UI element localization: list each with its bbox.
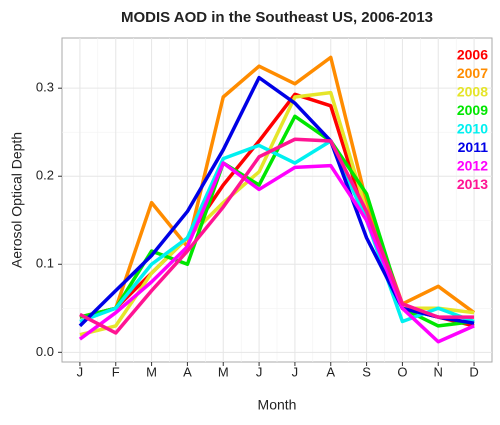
legend-label: 2010 bbox=[457, 121, 488, 137]
x-axis-title: Month bbox=[258, 397, 297, 413]
x-tick-label: M bbox=[146, 364, 157, 379]
x-tick-label: J bbox=[292, 364, 299, 379]
x-tick-label: J bbox=[256, 364, 263, 379]
y-tick-label: 0.3 bbox=[36, 80, 54, 95]
legend-label: 2011 bbox=[458, 139, 489, 155]
x-tick-label: D bbox=[469, 364, 478, 379]
y-tick-label: 0.2 bbox=[36, 168, 54, 183]
legend-label: 2009 bbox=[457, 102, 488, 118]
y-axis-title: Aerosol Optical Depth bbox=[9, 132, 25, 268]
data-line bbox=[78, 161, 475, 344]
legend-label: 2008 bbox=[457, 84, 488, 100]
data-line bbox=[79, 137, 475, 335]
x-tick-label: M bbox=[218, 364, 229, 379]
data-line bbox=[79, 139, 475, 324]
x-tick-label: A bbox=[183, 364, 192, 379]
data-line bbox=[78, 75, 475, 328]
x-tick-label: A bbox=[326, 364, 335, 379]
chart-title: MODIS AOD in the Southeast US, 2006-2013 bbox=[121, 9, 433, 26]
legend-label: 2012 bbox=[457, 158, 488, 174]
x-tick-label: N bbox=[434, 364, 443, 379]
legend-label: 2007 bbox=[457, 65, 488, 81]
y-tick-label: 0.0 bbox=[36, 344, 54, 359]
x-tick-label: F bbox=[112, 364, 120, 379]
data-line bbox=[79, 55, 476, 319]
x-tick-label: O bbox=[397, 364, 407, 379]
x-tick-label: S bbox=[362, 364, 371, 379]
x-tick-label: J bbox=[77, 364, 84, 379]
legend-label: 2013 bbox=[457, 176, 488, 192]
y-tick-label: 0.1 bbox=[36, 256, 54, 271]
legend-label: 2006 bbox=[457, 47, 488, 63]
